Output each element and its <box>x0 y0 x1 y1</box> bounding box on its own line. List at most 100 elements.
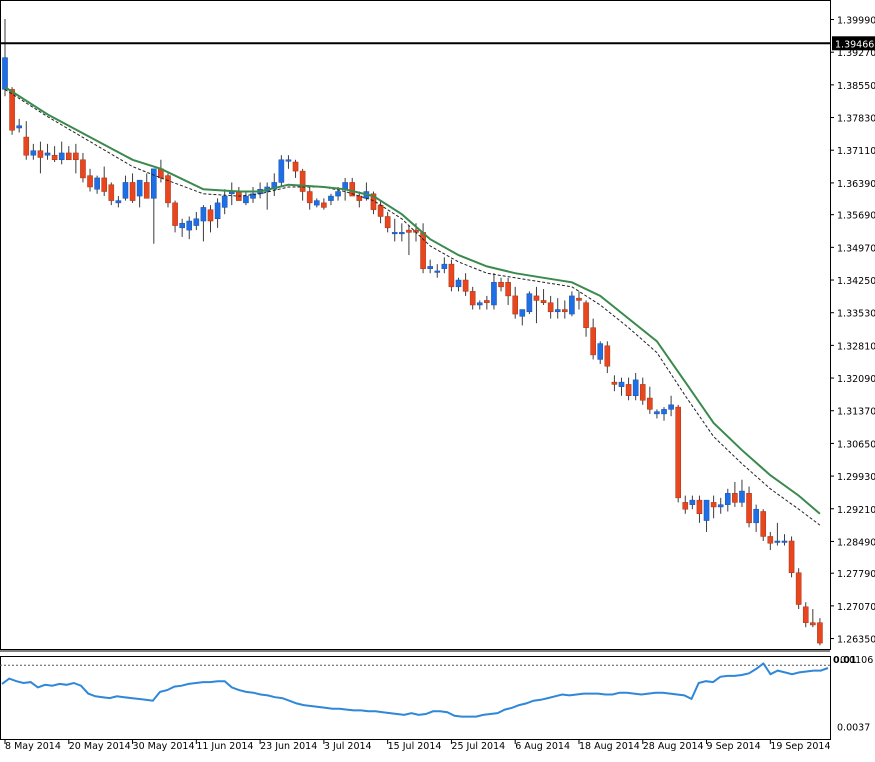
candle-body <box>654 411 660 415</box>
bull-candle <box>328 193 334 206</box>
candle-body <box>802 606 809 623</box>
candle-body <box>441 263 448 269</box>
candle-body <box>448 263 455 288</box>
y-tick-label: 1.29930 <box>837 472 875 483</box>
candle-body <box>554 309 561 313</box>
candle-body <box>2 57 8 90</box>
candle-body <box>58 152 65 161</box>
candle-body <box>80 159 86 179</box>
candle-body <box>221 195 228 208</box>
bull-candle <box>94 175 100 194</box>
y-tick-label: 1.36390 <box>837 179 875 190</box>
candle-body <box>519 309 526 317</box>
x-tick-label: 19 Sep 2014 <box>770 741 830 752</box>
candle-body <box>597 343 604 360</box>
bear-candle <box>101 166 108 197</box>
bear-candle <box>512 286 519 319</box>
bull-candle <box>186 216 193 240</box>
bull-candle <box>221 189 228 215</box>
bear-candle <box>760 509 767 541</box>
x-tick-label: 9 Sep 2014 <box>707 741 761 752</box>
candle-body <box>547 302 554 313</box>
x-tick-label: 28 Aug 2014 <box>643 741 704 752</box>
bull-candle <box>250 186 256 203</box>
bull-candle <box>271 173 278 197</box>
candle-body <box>774 540 781 543</box>
candle-body <box>618 381 625 387</box>
candle-body <box>427 266 433 269</box>
candle-body <box>788 540 795 574</box>
candle-body <box>44 152 51 156</box>
candle-body <box>151 168 157 199</box>
candle-body <box>30 150 37 156</box>
bear-candle <box>696 495 703 523</box>
level-price-label: 1.39466 <box>835 39 874 50</box>
bear-candle <box>165 173 171 208</box>
candle-body <box>639 384 646 401</box>
bull-candle <box>781 534 788 546</box>
candle-body <box>313 200 320 206</box>
bear-candle <box>207 205 214 233</box>
bull-candle <box>455 277 462 292</box>
y-tick-label: 1.33530 <box>837 309 875 320</box>
bull-candle <box>597 341 604 364</box>
bull-candle <box>618 377 625 396</box>
x-tick-label: 18 Aug 2014 <box>579 741 640 752</box>
bull-candle <box>115 196 122 208</box>
candle-body <box>101 177 108 192</box>
y-tick-label: 1.28490 <box>837 537 875 548</box>
bull-candle <box>179 218 185 237</box>
bull-candle <box>264 182 270 210</box>
candle-body <box>533 295 540 301</box>
candle-body <box>505 282 511 297</box>
bull-candle <box>753 504 759 532</box>
y-tick-label: 1.26350 <box>837 635 875 646</box>
bull-candle <box>717 497 724 514</box>
candle-body <box>469 291 476 306</box>
candle-body <box>108 184 115 201</box>
candle-body <box>647 397 653 410</box>
moving-averages <box>4 86 821 526</box>
bear-candle <box>37 141 44 174</box>
candle-body <box>491 282 497 306</box>
bear-candle <box>80 152 86 183</box>
candle-body <box>356 195 363 201</box>
bear-candle <box>810 609 816 628</box>
candle-body <box>179 223 185 229</box>
bear-candle <box>710 495 717 519</box>
bear-candle <box>448 259 455 292</box>
indicator-zero-label: 0.01 <box>833 655 856 666</box>
candle-body <box>724 493 731 505</box>
bear-candle <box>590 318 596 360</box>
candle-body <box>193 218 200 226</box>
bear-candle <box>143 173 150 199</box>
candle-body <box>377 204 384 217</box>
candle-body <box>214 202 221 220</box>
bull-candle <box>661 407 667 421</box>
bear-candle <box>51 146 58 163</box>
x-tick-label: 30 May 2014 <box>133 741 195 752</box>
candle-body <box>661 409 667 415</box>
bear-candle <box>172 200 178 233</box>
bull-candle <box>739 479 745 507</box>
bull-candle <box>519 309 526 326</box>
indicator-line <box>1 662 829 718</box>
candle-body <box>391 232 398 235</box>
candle-body <box>703 499 710 521</box>
price-axis: 1.39990 1.39270 1.38550 1.37830 1.37110 1.363… <box>830 16 875 646</box>
bull-candle <box>434 264 441 278</box>
candle-body <box>250 193 256 199</box>
bear-candle <box>306 186 313 210</box>
bull-candle <box>58 141 65 165</box>
candle-body <box>399 232 405 235</box>
candle-body <box>23 136 30 156</box>
bull-candle <box>285 155 292 169</box>
candle-body <box>94 177 100 190</box>
bear-candle <box>356 191 363 208</box>
bull-candle <box>44 143 51 160</box>
price-level-line: 1.39466 <box>0 36 875 51</box>
bear-candle <box>746 486 752 528</box>
bear-candle <box>9 87 15 135</box>
candle-body <box>526 293 533 313</box>
bull-candle <box>476 300 483 310</box>
